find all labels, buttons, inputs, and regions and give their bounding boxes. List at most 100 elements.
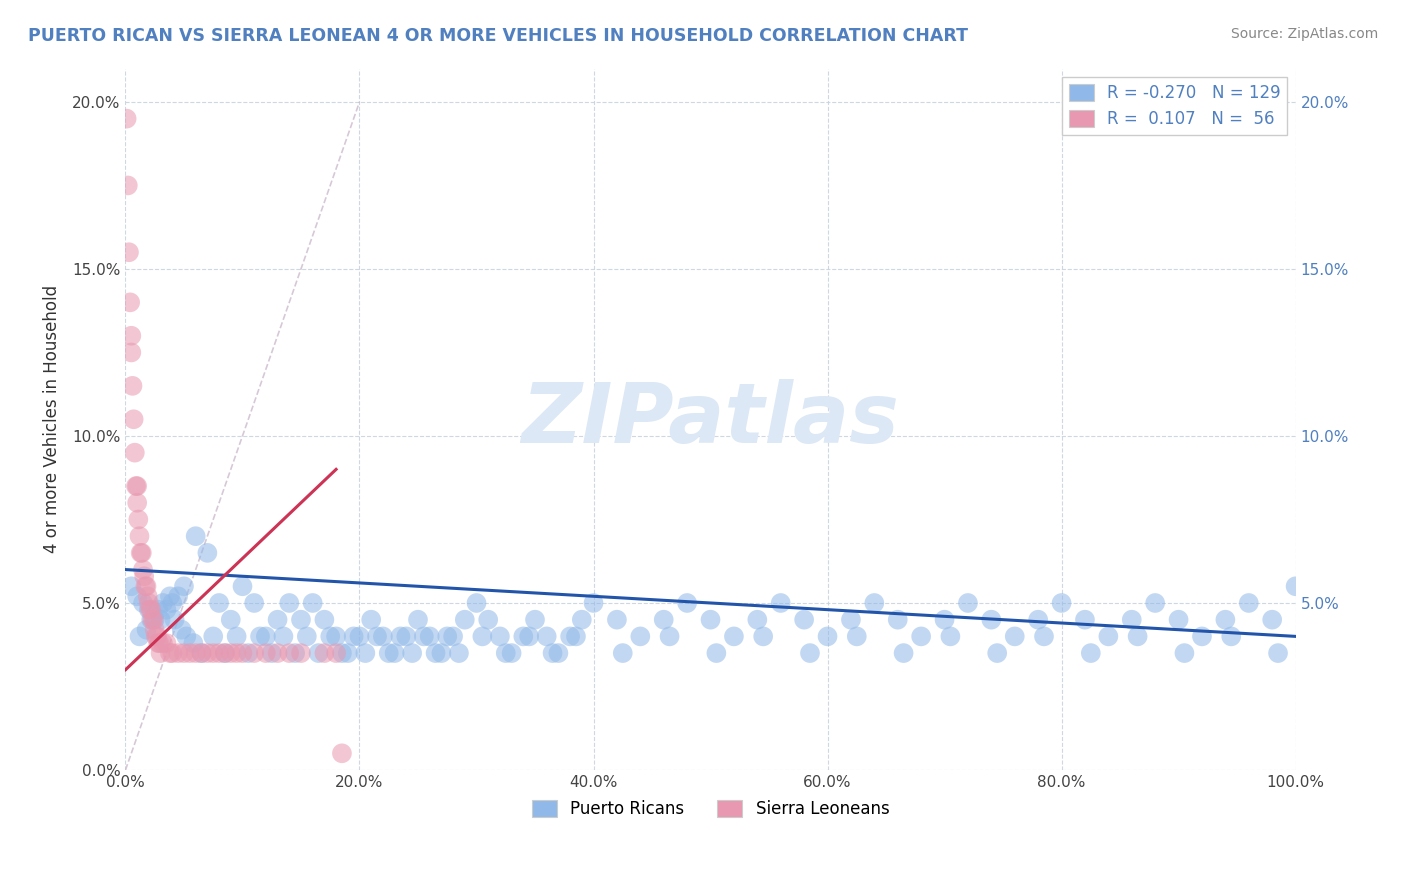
Point — [1173, 646, 1195, 660]
Point — [395, 629, 418, 643]
Point — [159, 589, 181, 603]
Point — [132, 563, 155, 577]
Point — [121, 379, 143, 393]
Point — [146, 629, 169, 643]
Point — [336, 646, 359, 660]
Point — [430, 646, 453, 660]
Point — [136, 589, 159, 603]
Point — [371, 629, 394, 643]
Point — [465, 596, 488, 610]
Point — [887, 613, 910, 627]
Point — [652, 613, 675, 627]
Point — [628, 629, 651, 643]
Point — [238, 646, 260, 660]
Point — [208, 596, 231, 610]
Point — [1126, 629, 1149, 643]
Point — [330, 747, 353, 761]
Point — [122, 412, 145, 426]
Point — [148, 636, 170, 650]
Point — [793, 613, 815, 627]
Point — [343, 629, 366, 643]
Text: Source: ZipAtlas.com: Source: ZipAtlas.com — [1230, 27, 1378, 41]
Point — [243, 596, 266, 610]
Point — [195, 546, 218, 560]
Point — [1167, 613, 1189, 627]
Point — [141, 613, 163, 627]
Point — [1080, 646, 1102, 660]
Point — [120, 579, 142, 593]
Point — [129, 546, 152, 560]
Point — [162, 596, 184, 610]
Point — [524, 613, 547, 627]
Point — [231, 646, 253, 660]
Point — [1050, 596, 1073, 610]
Point — [319, 629, 342, 643]
Point — [134, 579, 156, 593]
Point — [266, 613, 288, 627]
Point — [127, 496, 149, 510]
Point — [254, 629, 277, 643]
Point — [202, 629, 225, 643]
Point — [152, 596, 174, 610]
Point — [124, 445, 146, 459]
Point — [162, 646, 184, 660]
Point — [325, 629, 347, 643]
Point — [325, 646, 347, 660]
Point — [219, 646, 242, 660]
Point — [1097, 629, 1119, 643]
Point — [747, 613, 769, 627]
Point — [132, 596, 155, 610]
Point — [377, 646, 399, 660]
Point — [980, 613, 1002, 627]
Point — [131, 546, 153, 560]
Point — [148, 636, 170, 650]
Point — [249, 629, 271, 643]
Legend: Puerto Ricans, Sierra Leoneans: Puerto Ricans, Sierra Leoneans — [524, 793, 896, 825]
Point — [986, 646, 1008, 660]
Point — [134, 569, 156, 583]
Point — [125, 479, 148, 493]
Point — [863, 596, 886, 610]
Text: ZIPatlas: ZIPatlas — [522, 379, 900, 459]
Point — [412, 629, 434, 643]
Point — [536, 629, 558, 643]
Point — [145, 629, 167, 643]
Point — [225, 646, 247, 660]
Point — [243, 646, 266, 660]
Point — [1284, 579, 1306, 593]
Point — [214, 646, 236, 660]
Point — [893, 646, 915, 660]
Point — [425, 646, 447, 660]
Point — [143, 613, 166, 627]
Point — [141, 613, 163, 627]
Point — [839, 613, 862, 627]
Point — [501, 646, 523, 660]
Point — [149, 646, 172, 660]
Text: PUERTO RICAN VS SIERRA LEONEAN 4 OR MORE VEHICLES IN HOUSEHOLD CORRELATION CHART: PUERTO RICAN VS SIERRA LEONEAN 4 OR MORE… — [28, 27, 969, 45]
Point — [441, 629, 464, 643]
Point — [141, 602, 163, 616]
Point — [1220, 629, 1243, 643]
Point — [769, 596, 792, 610]
Point — [278, 596, 301, 610]
Point — [135, 623, 157, 637]
Point — [231, 579, 253, 593]
Point — [1033, 629, 1056, 643]
Point — [547, 646, 569, 660]
Point — [910, 629, 932, 643]
Point — [676, 596, 699, 610]
Point — [956, 596, 979, 610]
Point — [1144, 596, 1167, 610]
Point — [512, 629, 534, 643]
Point — [117, 178, 139, 193]
Point — [260, 646, 283, 660]
Point — [138, 596, 160, 610]
Point — [477, 613, 499, 627]
Point — [606, 613, 628, 627]
Point — [308, 646, 330, 660]
Point — [176, 629, 198, 643]
Point — [558, 629, 581, 643]
Point — [517, 629, 540, 643]
Point — [143, 623, 166, 637]
Point — [366, 629, 388, 643]
